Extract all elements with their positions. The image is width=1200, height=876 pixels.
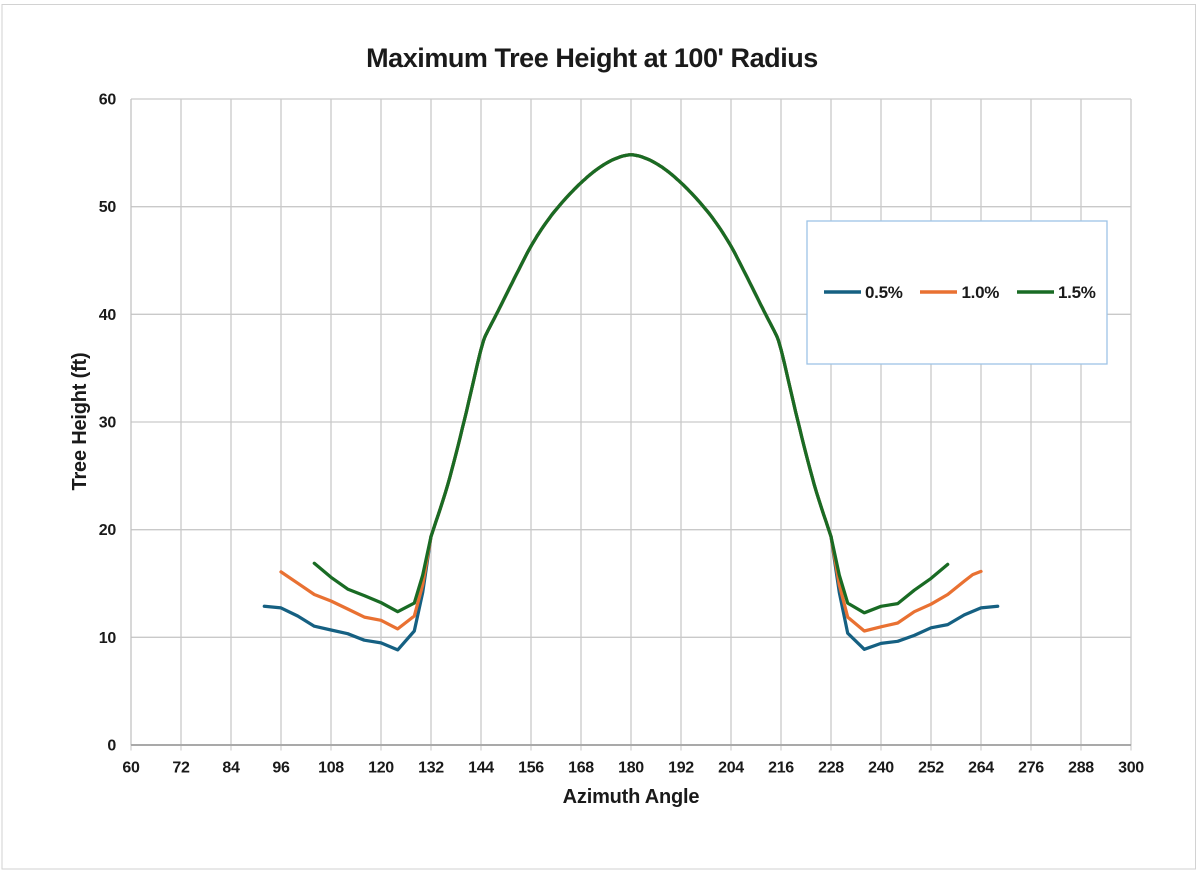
svg-text:204: 204 [718, 760, 744, 777]
svg-text:60: 60 [122, 760, 140, 777]
svg-text:264: 264 [968, 760, 994, 777]
svg-text:300: 300 [1118, 760, 1144, 777]
svg-text:108: 108 [318, 760, 344, 777]
svg-text:84: 84 [222, 760, 240, 777]
svg-text:216: 216 [768, 760, 794, 777]
svg-text:10: 10 [99, 630, 117, 647]
svg-text:276: 276 [1018, 760, 1044, 777]
svg-text:180: 180 [618, 760, 644, 777]
svg-text:0.5%: 0.5% [865, 283, 903, 302]
svg-text:144: 144 [468, 760, 494, 777]
svg-text:Azimuth Angle: Azimuth Angle [563, 786, 700, 808]
svg-text:252: 252 [918, 760, 944, 777]
svg-text:1.5%: 1.5% [1058, 283, 1096, 302]
svg-text:Tree Height (ft): Tree Height (ft) [69, 353, 91, 491]
svg-text:0: 0 [107, 738, 116, 755]
svg-text:288: 288 [1068, 760, 1094, 777]
svg-text:240: 240 [868, 760, 894, 777]
svg-text:60: 60 [99, 92, 117, 109]
svg-text:30: 30 [99, 415, 117, 432]
svg-text:50: 50 [99, 199, 117, 216]
svg-text:40: 40 [99, 307, 117, 324]
svg-text:168: 168 [568, 760, 594, 777]
svg-text:72: 72 [172, 760, 190, 777]
svg-text:156: 156 [518, 760, 544, 777]
svg-text:192: 192 [668, 760, 694, 777]
svg-text:Maximum Tree Height at 100' Ra: Maximum Tree Height at 100' Radius [366, 43, 818, 73]
svg-text:1.0%: 1.0% [962, 283, 1000, 302]
svg-text:132: 132 [418, 760, 444, 777]
svg-text:120: 120 [368, 760, 394, 777]
svg-text:96: 96 [272, 760, 290, 777]
svg-text:20: 20 [99, 522, 117, 539]
svg-text:228: 228 [818, 760, 844, 777]
